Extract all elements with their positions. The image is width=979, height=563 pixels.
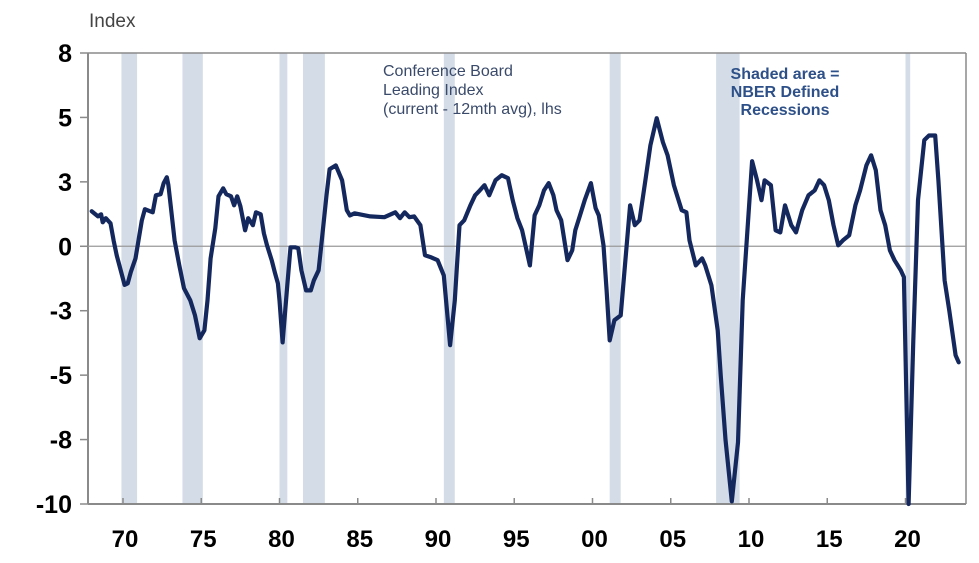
x-tick-label: 00 [581, 526, 608, 553]
x-tick-label: 10 [738, 526, 765, 553]
y-tick-label: 8 [58, 40, 72, 68]
recession-band [609, 53, 621, 504]
recession-bands [121, 53, 911, 504]
x-tick-label: 20 [894, 526, 921, 553]
y-tick-label: -5 [50, 362, 72, 390]
x-axis-ticks: 70 75 80 85 90 95 00 05 10 15 20 [112, 498, 921, 553]
x-tick-label: 15 [816, 526, 843, 553]
series-annotation-line: (current - 12mth avg), lhs [383, 101, 562, 118]
y-axis-ticks: 8 5 3 0 -3 -5 -8 -10 [36, 40, 88, 519]
recession-annotation-line: Shaded area = [731, 66, 840, 83]
recession-band [716, 53, 740, 504]
y-tick-label: -10 [36, 491, 72, 519]
recession-band [443, 53, 455, 504]
x-tick-label: 90 [425, 526, 452, 553]
annotations: Conference Board Leading Index (current - … [383, 63, 839, 119]
recession-annotation-line: NBER Defined [731, 84, 839, 101]
x-tick-label: 95 [503, 526, 530, 553]
y-tick-label: 0 [58, 233, 72, 261]
x-tick-label: 85 [346, 526, 373, 553]
x-tick-label: 05 [659, 526, 686, 553]
series-lines [89, 116, 961, 507]
y-tick-label: -3 [50, 298, 72, 326]
recession-band [905, 53, 911, 504]
y-tick-label: 3 [58, 169, 72, 197]
y-tick-label: -8 [50, 427, 72, 455]
series-line [89, 116, 961, 507]
recession-band [279, 53, 288, 504]
y-tick-label: 5 [58, 104, 72, 132]
series-annotation-line: Leading Index [383, 82, 484, 99]
x-tick-label: 75 [190, 526, 217, 553]
y-axis-unit-label: Index [89, 11, 136, 32]
recession-annotation-line: Recessions [741, 102, 830, 119]
axes [87, 52, 967, 505]
recession-band [182, 53, 203, 504]
x-tick-label: 70 [112, 526, 139, 553]
series-annotation-line: Conference Board [383, 63, 513, 80]
x-tick-label: 80 [268, 526, 295, 553]
